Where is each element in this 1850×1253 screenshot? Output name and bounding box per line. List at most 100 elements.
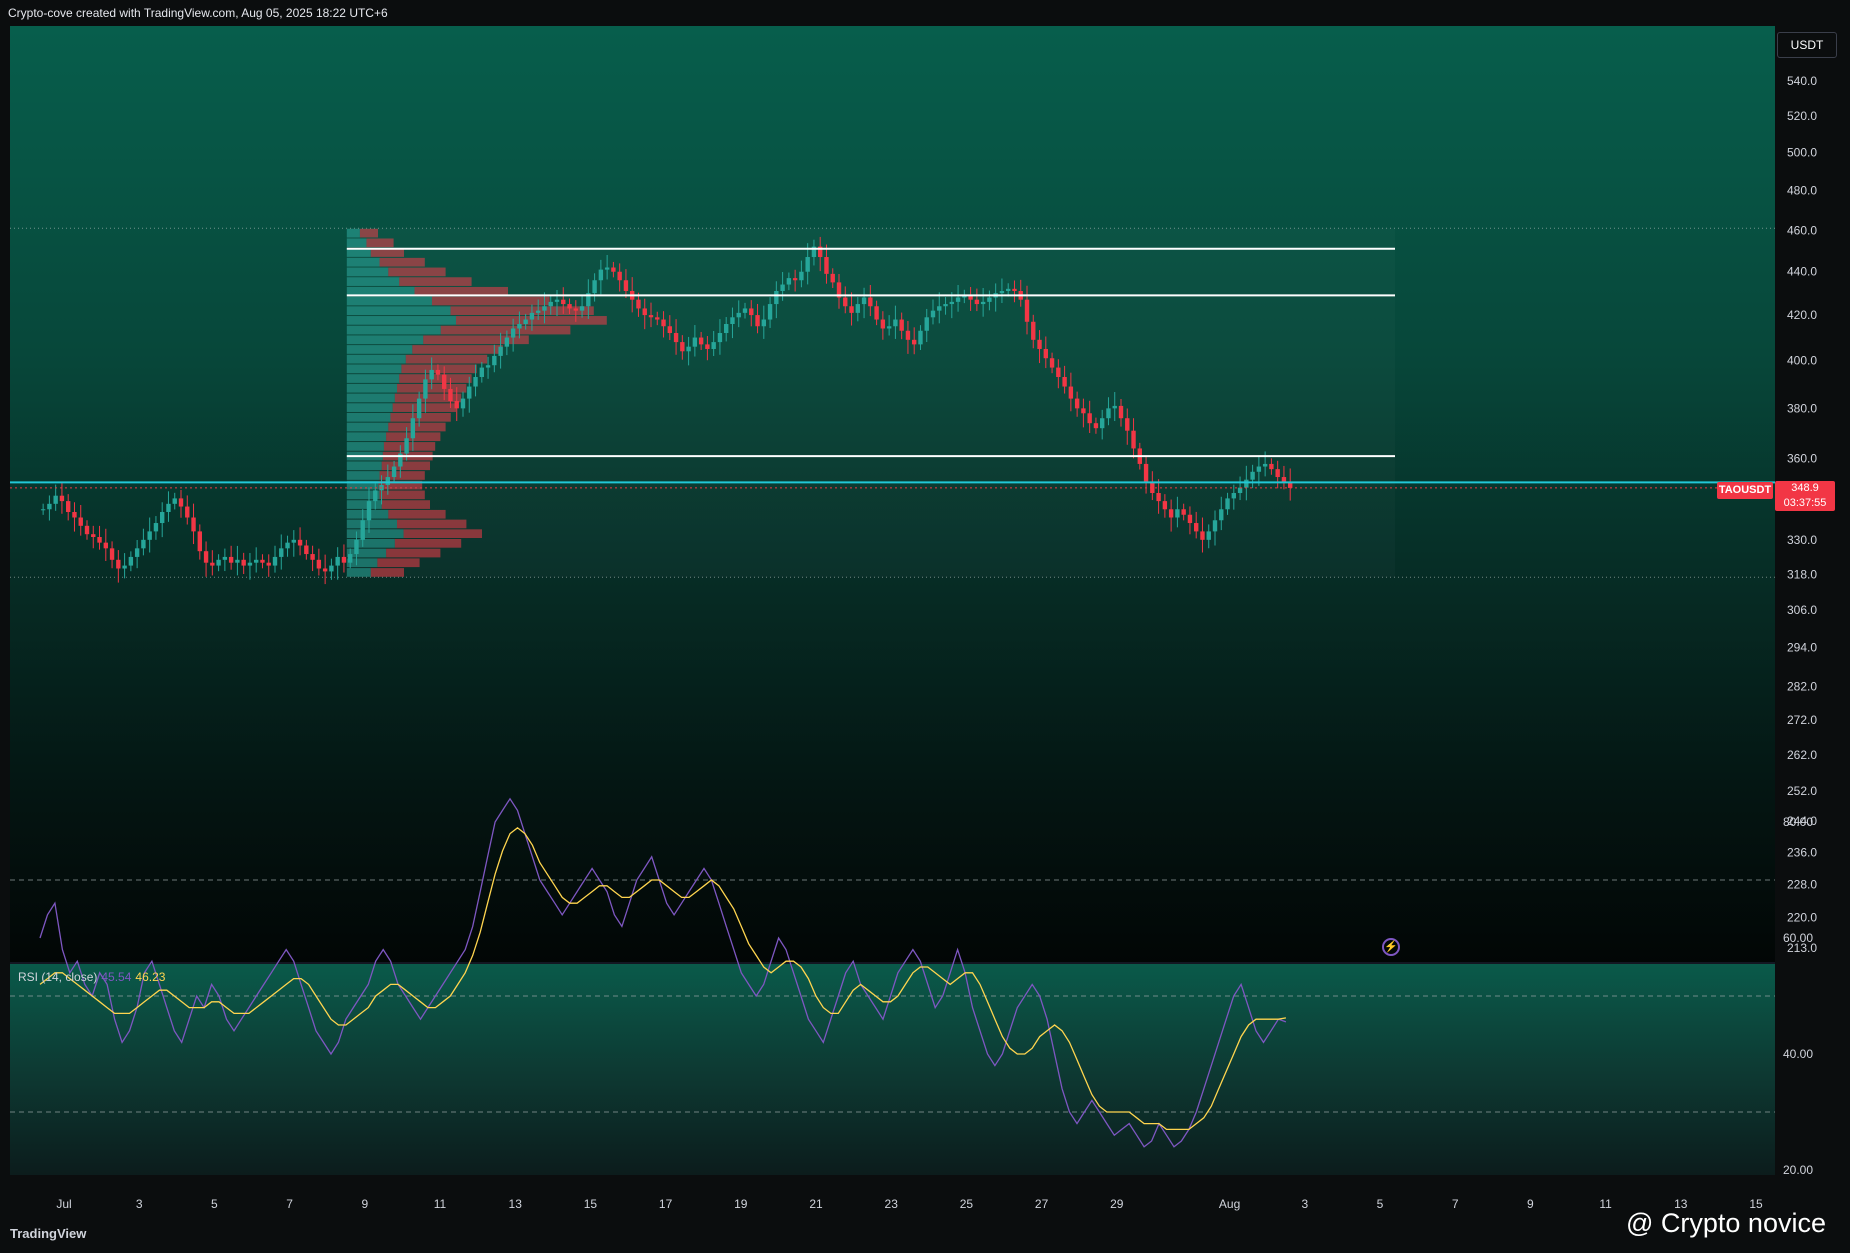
volume-profile-up-bar: [346, 277, 400, 286]
price-tick-label: 262.0: [1787, 748, 1817, 762]
price-pane[interactable]: [10, 26, 1775, 964]
rsi-pane[interactable]: [10, 964, 1775, 1175]
tradingview-logo-icon: TradingView: [10, 1226, 86, 1241]
candle-body: [435, 369, 441, 375]
volume-profile-down-bar: [392, 403, 456, 412]
volume-profile-up-bar: [346, 374, 400, 383]
volume-profile-range: [347, 228, 1395, 577]
tradingview-brand: TradingView: [10, 1226, 87, 1241]
candle-body: [1093, 423, 1099, 429]
volume-profile-up-bar: [346, 286, 415, 296]
candle-body: [1049, 358, 1055, 368]
time-axis[interactable]: [0, 1176, 1850, 1216]
candle-body: [955, 297, 961, 302]
candle-body: [849, 306, 854, 313]
volume-profile-up-bar: [346, 316, 456, 325]
price-tick-label: 480.0: [1787, 184, 1817, 198]
candle-body: [322, 568, 328, 572]
candle-body: [235, 559, 240, 563]
bar-countdown: 03:37:55: [1783, 497, 1827, 509]
currency-button[interactable]: USDT: [1777, 32, 1837, 58]
candle-body: [1175, 509, 1180, 518]
volume-profile-up-bar: [346, 442, 384, 451]
volume-profile-up-bar: [346, 325, 441, 335]
candle-body: [1225, 498, 1230, 510]
time-tick-label: 29: [1110, 1197, 1124, 1211]
candle-body: [1244, 479, 1249, 488]
candle-body: [824, 257, 829, 274]
candle-body: [1131, 430, 1136, 449]
volume-profile-down-bar: [388, 509, 446, 519]
candle-body: [724, 324, 729, 334]
candle-body: [567, 304, 572, 309]
price-tick-label: 228.0: [1787, 877, 1817, 891]
candle-body: [191, 517, 196, 532]
candle-body: [893, 319, 898, 327]
candle-body: [429, 369, 434, 380]
candle-body: [843, 297, 848, 307]
candle-body: [1162, 501, 1168, 510]
candle-body: [1288, 482, 1293, 488]
price-tick-label: 360.0: [1787, 452, 1817, 466]
candle-body: [116, 559, 121, 569]
last-price-tag: 348.9 03:37:55: [1775, 481, 1835, 511]
candle-body: [655, 317, 660, 320]
candle-body: [1212, 520, 1218, 532]
candle-body: [962, 295, 967, 298]
candle-body: [861, 297, 867, 305]
candle-body: [598, 269, 604, 281]
candle-body: [134, 548, 140, 557]
volume-profile-down-bar: [379, 471, 425, 480]
candle-body: [886, 326, 892, 329]
candle-body: [717, 333, 723, 343]
price-tick-label: 460.0: [1787, 223, 1817, 237]
candle-body: [153, 523, 159, 532]
price-tick-label: 420.0: [1787, 308, 1817, 322]
candle-body: [210, 562, 215, 566]
volume-profile-up-bar: [346, 335, 424, 345]
candle-body: [485, 365, 491, 368]
rsi-legend[interactable]: RSI (14, close) 45.54 46.23: [18, 970, 165, 984]
candle-body: [874, 306, 879, 320]
volume-profile-down-bar: [366, 238, 394, 248]
volume-profile-down-bar: [383, 442, 436, 451]
candle-body: [1074, 398, 1080, 409]
candle-body: [705, 344, 710, 349]
volume-profile-down-bar: [381, 461, 430, 471]
candle-body: [586, 293, 591, 307]
price-tick-label: 220.0: [1787, 911, 1817, 925]
candle-body: [742, 308, 748, 313]
price-tick-label: 252.0: [1787, 784, 1817, 798]
time-tick-label: 13: [1674, 1197, 1688, 1211]
candle-body: [285, 542, 290, 549]
candle-body: [987, 297, 992, 302]
candle-body: [749, 308, 754, 316]
candle-body: [1156, 493, 1161, 502]
volume-profile-up-bar: [346, 403, 393, 412]
volume-profile-down-bar: [456, 316, 607, 325]
candle-body: [680, 342, 685, 352]
candle-body: [805, 257, 810, 272]
volume-profile-up-bar: [346, 257, 380, 267]
candle-body: [222, 556, 228, 560]
candle-body: [354, 539, 359, 555]
candle-body: [360, 520, 365, 540]
candle-body: [479, 367, 484, 378]
volume-profile-down-bar: [377, 558, 420, 568]
pane-separator[interactable]: [10, 962, 1850, 964]
candle-body: [774, 290, 779, 305]
volume-profile-down-bar: [386, 548, 441, 558]
candle-body: [548, 301, 553, 307]
candle-body: [178, 498, 184, 507]
candle-body: [918, 330, 923, 345]
rsi-tick-label: 60.00: [1783, 931, 1813, 945]
volume-profile-up-bar: [346, 480, 379, 490]
candle-body: [47, 503, 52, 510]
candle-body: [1112, 405, 1117, 409]
price-axis[interactable]: [1775, 26, 1850, 1176]
time-tick-label: 7: [1452, 1197, 1459, 1211]
candle-body: [561, 299, 566, 305]
volume-profile-up-bar: [346, 471, 380, 480]
volume-profile-down-bar: [440, 325, 571, 335]
flash-icon[interactable]: ⚡: [1382, 938, 1400, 956]
